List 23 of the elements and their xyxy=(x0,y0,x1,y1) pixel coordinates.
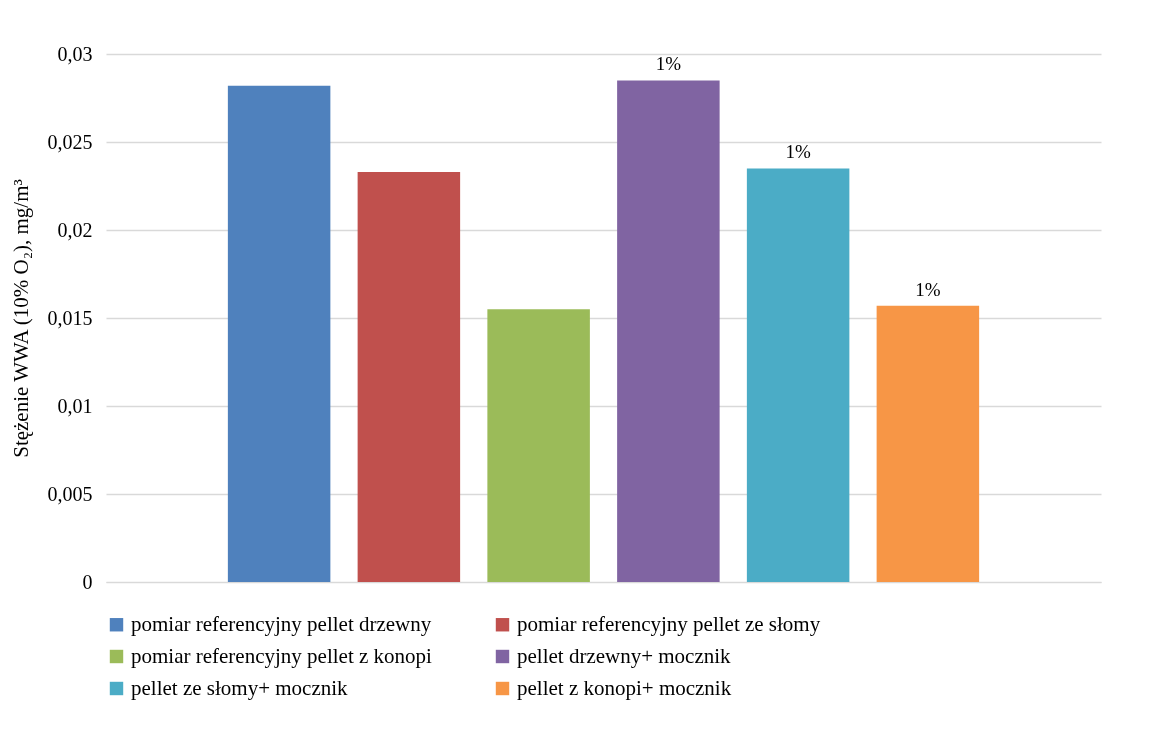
bar xyxy=(357,171,461,582)
y-tick-label: 0 xyxy=(82,570,93,593)
legend-label: pellet drzewny+ mocznik xyxy=(517,643,732,668)
bar xyxy=(876,305,980,582)
y-axis-title: Stężenie WWA (10% O₂), mg/m³ xyxy=(8,179,33,458)
bar xyxy=(617,80,720,582)
y-tick-label: 0,02 xyxy=(57,218,93,241)
y-tick-label: 0,015 xyxy=(47,306,93,329)
y-tick-label: 0,03 xyxy=(57,42,93,65)
legend-label: pomiar referencyjny pellet ze słomy xyxy=(517,611,821,636)
bar xyxy=(227,85,331,582)
y-tick-label: 0,01 xyxy=(57,394,93,417)
legend-label: pellet z konopi+ mocznik xyxy=(517,675,732,700)
annotation: 1% xyxy=(915,278,941,300)
legend-label: pomiar referencyjny pellet z konopi xyxy=(131,643,433,668)
annotation: 1% xyxy=(785,141,811,163)
legend-label: pellet ze słomy+ mocznik xyxy=(131,675,349,700)
legend-label: pomiar referencyjny pellet drzewny xyxy=(131,611,432,636)
y-tick-label: 0,005 xyxy=(47,482,93,505)
bar xyxy=(487,309,590,582)
annotation: 1% xyxy=(655,53,682,75)
bar xyxy=(746,168,850,582)
y-tick-label: 0,025 xyxy=(47,130,93,153)
